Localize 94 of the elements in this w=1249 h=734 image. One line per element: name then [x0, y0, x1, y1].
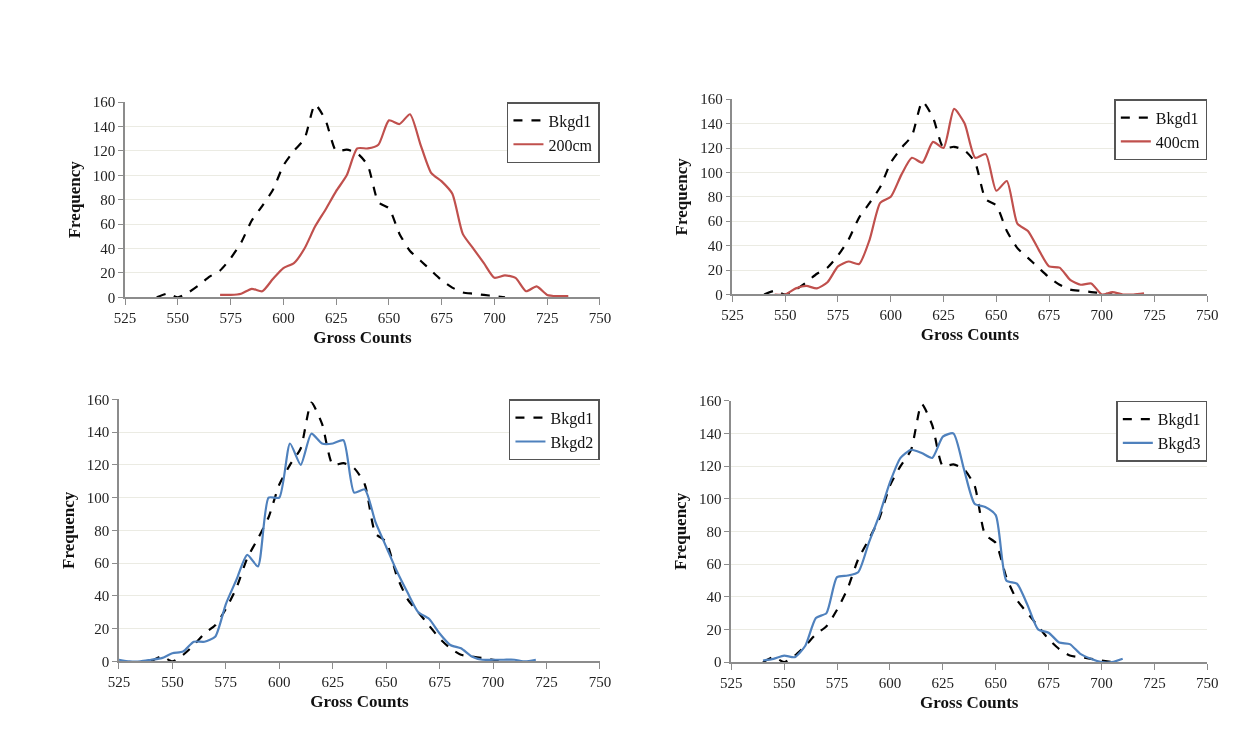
- y-tick-label: 60: [100, 216, 116, 233]
- y-tick-label: 100: [699, 491, 722, 508]
- x-tick-label: 725: [535, 310, 559, 327]
- x-tick-label: 650: [374, 674, 398, 691]
- y-tick-label: 20: [100, 265, 116, 282]
- y-tick-label: 40: [707, 237, 723, 254]
- x-axis-title: Gross Counts: [310, 692, 410, 712]
- x-tick-label: 750: [1196, 674, 1219, 691]
- line-series: [118, 432, 537, 662]
- x-tick-label: 675: [1037, 307, 1061, 324]
- y-tick-label: 0: [101, 653, 110, 670]
- y-tick-label: 0: [715, 286, 723, 303]
- x-tick-label: 675: [1037, 674, 1060, 691]
- x-axis-title: Gross Counts: [920, 325, 1020, 345]
- y-tick-label: 160: [700, 91, 723, 108]
- y-tick-label: 100: [86, 489, 110, 506]
- y-tick-label: 60: [94, 555, 110, 572]
- y-tick-label: 80: [706, 523, 722, 540]
- x-tick-label: 725: [535, 674, 558, 691]
- x-tick-label: 675: [430, 310, 453, 327]
- y-tick-label: 80: [94, 522, 110, 539]
- y-tick-label: 20: [706, 621, 722, 638]
- x-axis-title: Gross Counts: [313, 328, 413, 347]
- x-tick-label: 625: [324, 310, 348, 327]
- x-tick-label: 600: [879, 307, 903, 324]
- y-tick-label: 80: [100, 191, 116, 208]
- x-tick-label: 550: [773, 307, 797, 324]
- y-tick-label: 120: [699, 458, 722, 475]
- x-tick-label: 725: [1143, 674, 1166, 691]
- y-tick-label: 120: [92, 143, 116, 160]
- x-tick-label: 650: [377, 310, 401, 327]
- legend-label: Bkgd2: [550, 433, 594, 452]
- y-tick-label: 140: [699, 425, 722, 442]
- y-tick-label: 160: [86, 391, 110, 408]
- x-tick-label: 600: [268, 674, 291, 691]
- y-axis-title: Frequency: [671, 492, 691, 570]
- legend-label: Bkgd3: [1157, 435, 1201, 454]
- y-tick-label: 140: [86, 424, 110, 441]
- x-tick-label: 550: [166, 310, 190, 327]
- x-tick-label: 625: [931, 674, 955, 691]
- legend-label: 400cm: [1155, 133, 1200, 151]
- y-tick-label: 40: [94, 588, 110, 605]
- y-tick-label: 20: [707, 262, 723, 279]
- x-tick-label: 525: [721, 307, 744, 324]
- x-tick-label: 700: [1090, 674, 1113, 691]
- y-tick-label: 60: [707, 213, 723, 230]
- legend-label: Bkgd1: [548, 112, 592, 131]
- y-tick-label: 100: [700, 164, 723, 181]
- x-tick-label: 625: [932, 307, 955, 324]
- y-tick-label: 0: [107, 289, 116, 306]
- x-tick-label: 575: [214, 674, 238, 691]
- y-tick-label: 60: [706, 556, 722, 573]
- x-tick-label: 600: [878, 674, 902, 691]
- y-tick-label: 100: [92, 167, 116, 184]
- x-tick-label: 550: [772, 674, 796, 691]
- x-tick-label: 575: [825, 674, 849, 691]
- y-tick-label: 40: [100, 240, 116, 257]
- line-series: [155, 103, 507, 298]
- x-tick-label: 600: [272, 310, 295, 327]
- x-tick-label: 550: [161, 674, 184, 691]
- x-tick-label: 575: [826, 307, 850, 324]
- y-tick-label: 20: [94, 620, 110, 637]
- legend-label: Bkgd1: [1157, 411, 1201, 430]
- x-tick-label: 625: [321, 674, 344, 691]
- y-tick-label: 140: [700, 115, 723, 132]
- legend-label: Bkgd1: [1155, 109, 1199, 128]
- legend-label: 200cm: [548, 136, 593, 154]
- x-tick-label: 575: [219, 310, 242, 327]
- y-tick-label: 40: [706, 589, 722, 606]
- x-tick-label: 750: [588, 310, 612, 327]
- x-tick-label: 700: [481, 674, 505, 691]
- y-tick-label: 160: [699, 393, 722, 409]
- x-tick-label: 525: [720, 674, 743, 691]
- x-tick-label: 525: [107, 674, 131, 691]
- x-tick-label: 725: [1143, 307, 1166, 324]
- y-axis-title: Frequency: [64, 160, 84, 239]
- y-tick-label: 0: [714, 654, 722, 671]
- x-tick-label: 750: [1196, 307, 1219, 324]
- y-tick-label: 120: [700, 140, 723, 157]
- x-axis-title: Gross Counts: [920, 692, 1019, 712]
- x-tick-label: 700: [1090, 307, 1114, 324]
- x-tick-label: 675: [428, 674, 451, 691]
- y-tick-label: 160: [92, 94, 116, 111]
- y-tick-label: 140: [92, 118, 116, 135]
- x-tick-label: 700: [483, 310, 506, 327]
- y-axis-title: Frequency: [672, 157, 692, 236]
- y-axis-title: Frequency: [58, 491, 78, 569]
- x-tick-label: 650: [985, 307, 1008, 324]
- legend-label: Bkgd1: [550, 409, 594, 428]
- y-tick-label: 80: [707, 189, 723, 206]
- x-tick-label: 650: [984, 674, 1007, 691]
- y-tick-label: 120: [86, 457, 110, 474]
- x-tick-label: 750: [588, 674, 612, 691]
- x-tick-label: 525: [113, 310, 137, 327]
